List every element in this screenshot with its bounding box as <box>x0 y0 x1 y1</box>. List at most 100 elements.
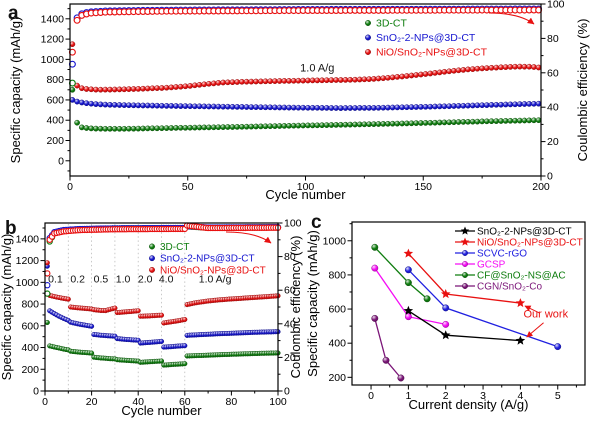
y-axis-title-a: Specific capacity (mAh/g) <box>8 17 23 164</box>
legend-label-nio-sno-nps-3d-ct: NiO/SnO₂-NPs@3D-CT <box>477 238 583 249</box>
right-axis-pointer-arrow <box>225 231 272 244</box>
y2-axis-title-a: Coulombic efficiency (%) <box>575 19 590 162</box>
series-nio-sno-nps-3d-ct <box>403 248 526 308</box>
legend-c: SnO₂-2-NPs@3D-CTNiO/SnO₂-NPs@3D-CTSCVC-r… <box>455 226 583 293</box>
svg-text:0: 0 <box>33 386 39 398</box>
legend-marker-nio-sno-nps-3d-ct <box>365 49 371 55</box>
annotation-1-0-a-g: 1.0 A/g <box>300 63 334 75</box>
y-axis-title-c: Specific capacity (mAh/g) <box>305 230 320 377</box>
svg-text:50: 50 <box>182 181 194 193</box>
annotation-0-1: 0.1 <box>48 273 63 285</box>
svg-text:40: 40 <box>284 318 296 330</box>
y2-axis-title-b: Coulombic efficiency (%) <box>288 236 303 379</box>
series-sno-2-nps-3d-ct-capacity <box>44 263 281 350</box>
legend-label-sno-2-nps-3d-ct: SnO₂-2-NPs@3D-CT <box>160 254 255 265</box>
svg-text:400: 400 <box>46 115 64 127</box>
svg-text:4: 4 <box>517 390 523 402</box>
series-nio-sno-nps-3d-ct-capacity <box>44 260 281 326</box>
svg-text:1200: 1200 <box>16 255 40 267</box>
svg-text:80: 80 <box>226 396 238 408</box>
legend-marker-3d-ct <box>365 20 371 26</box>
legend-marker-3d-ct <box>149 243 155 250</box>
legend-marker-sno-2-nps-3d-ct <box>365 34 371 41</box>
legend-label-cgn-sno-co: CGN/SnO₂-Co <box>477 282 542 293</box>
svg-text:2: 2 <box>443 390 449 402</box>
series-nio-sno-nps-3d-ct-efficiency <box>68 6 543 56</box>
x-axis-title-c: Current density (A/g) <box>409 397 529 412</box>
svg-text:5: 5 <box>555 390 561 402</box>
annotation-1-0-a-g: 1.0 A/g <box>199 273 232 285</box>
x-axis-title-b: Cycle number <box>121 403 202 418</box>
series-nio-sno-nps-3d-ct-efficiency <box>44 222 282 277</box>
axes-a: 0 50 100 150 2000200400600800100012001400020… <box>8 0 590 202</box>
svg-text:150: 150 <box>414 181 432 193</box>
legend-marker-sno-2-nps-3d-ct <box>460 226 470 235</box>
svg-text:100: 100 <box>284 218 302 230</box>
y-axis-title-b: Specific capacity (mAh/g) <box>0 234 14 381</box>
svg-text:0: 0 <box>58 155 64 167</box>
svg-text:200: 200 <box>532 181 550 193</box>
svg-text:1: 1 <box>405 390 411 402</box>
legend-marker-nio-sno-nps-3d-ct <box>149 266 155 273</box>
svg-text:1000: 1000 <box>323 235 347 247</box>
series-3d-ct-capacity <box>69 86 542 132</box>
legend-label-sno-2-nps-3d-ct: SnO₂-2-NPs@3D-CT <box>477 227 572 238</box>
svg-text:60: 60 <box>179 396 191 408</box>
svg-text:600: 600 <box>328 304 346 316</box>
legend-marker-cgn-sno-co <box>462 283 468 289</box>
svg-text:60: 60 <box>284 285 296 297</box>
svg-text:80: 80 <box>284 251 296 263</box>
annotation-2-0: 2.0 <box>138 273 153 285</box>
svg-text:20: 20 <box>86 396 98 408</box>
annotation-1-0: 1.0 <box>116 273 131 285</box>
annotation-our-work: Our work <box>523 309 568 321</box>
svg-text:200: 200 <box>46 135 64 147</box>
svg-text:40: 40 <box>547 102 559 114</box>
panel-b-chart: 0 20 40 60 80 1000200400600800100012001400020… <box>0 218 303 419</box>
panel-c-chart: 0 1 2 3 4 5 200 400 600 800 1000 Current density (A… <box>305 221 586 412</box>
series-scvc-rgo <box>404 266 562 351</box>
legend-marker-sno-2-nps-3d-ct <box>149 255 155 262</box>
svg-text:1000: 1000 <box>16 277 40 289</box>
series-3d-ct-capacity <box>44 319 281 368</box>
svg-text:0: 0 <box>42 396 48 408</box>
legend-label-scvc-rgo: SCVC-rGO <box>477 249 527 260</box>
axes-b: 0 20 40 60 80 1000200400600800100012001400020… <box>0 218 303 419</box>
annotation-4-0: 4.0 <box>159 273 174 285</box>
svg-text:1200: 1200 <box>41 34 65 46</box>
legend-marker-gcsp <box>462 261 468 267</box>
legend-label-3d-ct: 3D-CT <box>376 18 408 30</box>
panel-b-letter: b <box>5 218 17 239</box>
svg-text:40: 40 <box>132 396 144 408</box>
svg-text:100: 100 <box>269 396 287 408</box>
annotation-arrow <box>526 322 544 338</box>
svg-text:1400: 1400 <box>41 13 65 25</box>
svg-text:800: 800 <box>328 269 346 281</box>
svg-text:600: 600 <box>21 320 39 332</box>
svg-text:0: 0 <box>368 390 374 402</box>
svg-text:60: 60 <box>547 67 559 79</box>
right-axis-pointer-arrow <box>488 12 535 25</box>
svg-text:1400: 1400 <box>16 233 40 245</box>
svg-text:100: 100 <box>297 181 315 193</box>
legend-label-nio-sno-nps-3d-ct: NiO/SnO₂-NPs@3D-CT <box>376 47 488 59</box>
annotation-arrow <box>524 305 540 314</box>
svg-text:400: 400 <box>21 342 39 354</box>
axes-c: 0 1 2 3 4 5 200 400 600 800 1000 Current density (A… <box>305 223 577 412</box>
svg-text:200: 200 <box>328 372 346 384</box>
legend-label-gcsp: GCSP <box>477 260 506 271</box>
legend-label-3d-ct: 3D-CT <box>160 242 189 253</box>
svg-text:1000: 1000 <box>41 54 65 66</box>
x-axis-title-a: Cycle number <box>265 187 346 202</box>
svg-text:20: 20 <box>547 136 559 148</box>
svg-text:800: 800 <box>46 74 64 86</box>
series-nio-sno-nps-3d-ct-capacity <box>69 41 542 93</box>
series-cgn-sno-co <box>371 314 405 382</box>
plot-frame <box>351 221 586 386</box>
svg-text:200: 200 <box>21 364 39 376</box>
annotation-0-5: 0.5 <box>94 273 109 285</box>
svg-text:20: 20 <box>284 352 296 364</box>
